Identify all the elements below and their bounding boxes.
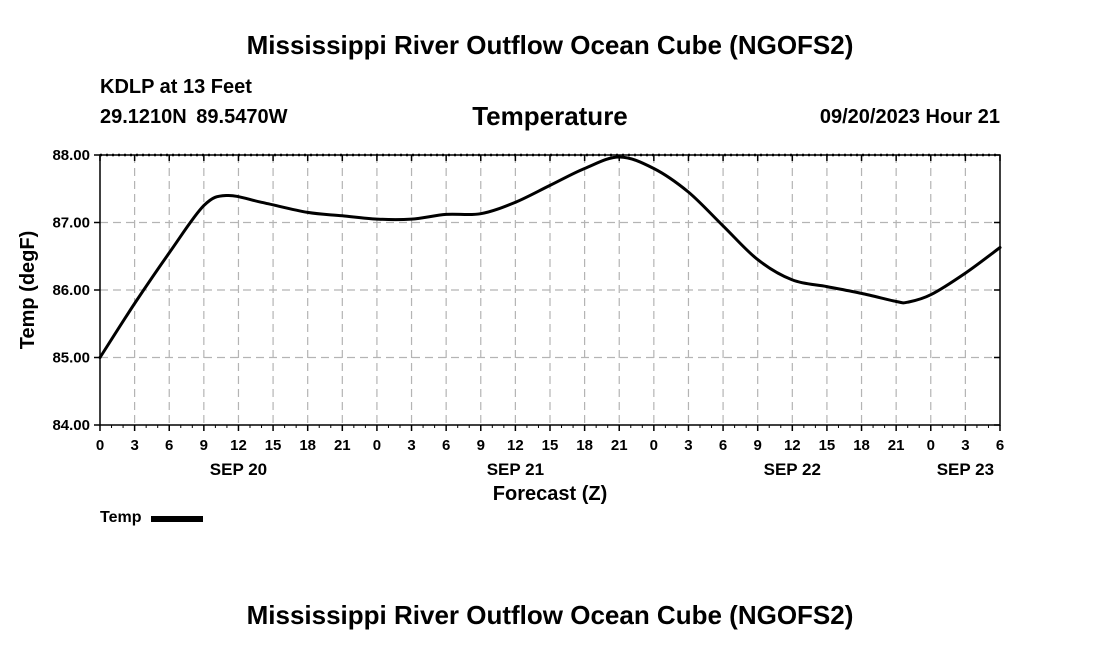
x-tick-label: 3 (407, 437, 415, 454)
footer-title: Mississippi River Outflow Ocean Cube (NG… (246, 600, 854, 630)
x-tick-label: 18 (299, 437, 316, 454)
x-tick-label: 9 (477, 437, 485, 454)
grid-lines (100, 155, 1000, 425)
x-tick-label: 0 (373, 437, 381, 454)
x-tick-label: 12 (230, 437, 247, 454)
station-coordinates: 29.1210N 89.5470W (100, 106, 288, 128)
x-tick-label: 15 (819, 437, 836, 454)
x-tick-label: 6 (996, 437, 1004, 454)
temp-series-line (98, 155, 1002, 359)
date-label: SEP 23 (937, 460, 994, 479)
x-tick-label: 6 (442, 437, 450, 454)
x-tick-label: 3 (130, 437, 138, 454)
x-tick-label: 6 (165, 437, 173, 454)
x-tick-label: 21 (888, 437, 905, 454)
y-tick-label: 85.00 (52, 350, 90, 367)
legend-line-swatch (151, 516, 204, 522)
date-label: SEP 22 (764, 460, 821, 479)
y-tick-label: 87.00 (52, 215, 90, 232)
x-tick-label: 15 (265, 437, 282, 454)
y-axis-label: Temp (degF) (17, 231, 39, 350)
x-tick-label: 12 (784, 437, 801, 454)
x-axis-label: Forecast (Z) (493, 483, 607, 505)
axis-ticks (94, 154, 1001, 431)
x-tick-label: 21 (334, 437, 351, 454)
chart-title: Temperature (472, 101, 628, 131)
y-tick-label: 88.00 (52, 147, 90, 164)
x-tick-label: 0 (96, 437, 104, 454)
forecast-datetime: 09/20/2023 Hour 21 (819, 106, 1000, 128)
x-tick-label: 3 (684, 437, 692, 454)
main-title: Mississippi River Outflow Ocean Cube (NG… (246, 30, 854, 60)
x-tick-label: 9 (754, 437, 762, 454)
x-tick-label: 21 (611, 437, 628, 454)
x-tick-label: 0 (927, 437, 935, 454)
x-tick-label: 18 (576, 437, 593, 454)
date-label: SEP 20 (210, 460, 267, 479)
y-tick-label: 84.00 (52, 417, 90, 434)
tick-labels: 0 3 6 9 12 15 18 21 0 3 6 9 12 15 18 21 0 3 6 9 12 15 18 21 0 3 6 8… (52, 147, 1004, 479)
x-tick-label: 9 (200, 437, 208, 454)
x-tick-label: 15 (542, 437, 559, 454)
x-tick-label: 12 (507, 437, 524, 454)
x-tick-label: 3 (961, 437, 969, 454)
x-tick-label: 6 (719, 437, 727, 454)
legend-label-temp: Temp (100, 509, 142, 526)
y-tick-label: 86.00 (52, 282, 90, 299)
legend: Temp (100, 509, 204, 527)
x-tick-label: 18 (853, 437, 870, 454)
date-label: SEP 21 (487, 460, 544, 479)
station-label: KDLP at 13 Feet (100, 76, 252, 98)
x-tick-label: 0 (650, 437, 658, 454)
